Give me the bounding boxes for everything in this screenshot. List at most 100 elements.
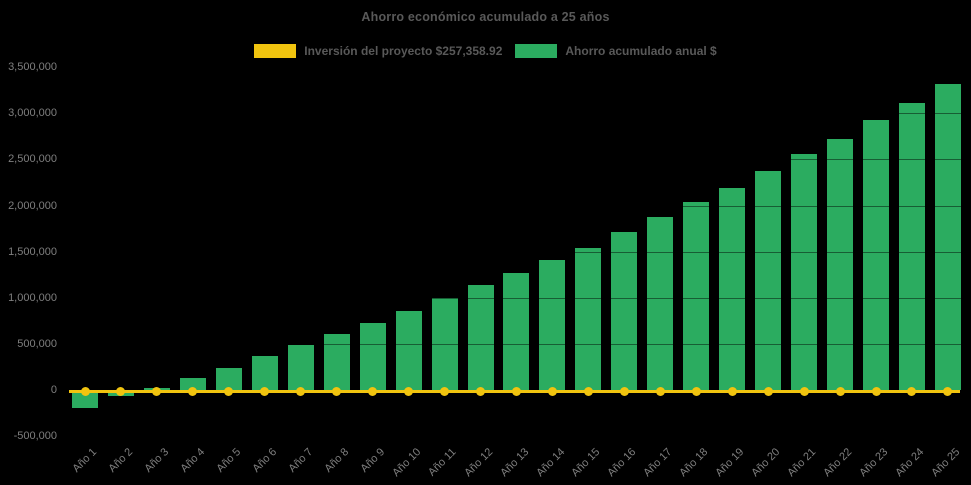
x-tick-label: Año 10 <box>389 446 424 480</box>
bar-año-6 <box>251 356 278 390</box>
bar-año-22 <box>827 138 854 390</box>
bar-año-23 <box>863 120 889 390</box>
investment-marker-dot <box>368 386 378 396</box>
bar-año-1 <box>72 390 98 408</box>
x-tick-label: Año 22 <box>821 446 855 480</box>
legend-label-savings: Ahorro acumulado anual $ <box>565 44 717 58</box>
investment-marker-dot <box>80 386 90 396</box>
bar-año-8 <box>323 333 350 390</box>
bar-año-25 <box>934 84 961 390</box>
bar-año-9 <box>359 323 386 390</box>
x-tick-label: Año 16 <box>605 446 639 480</box>
x-tick-label: Año 20 <box>749 446 783 480</box>
investment-marker-dot <box>296 386 306 396</box>
bar-año-13 <box>503 272 530 390</box>
investment-marker-dot <box>440 386 450 396</box>
legend-item-savings: Ahorro acumulado anual $ <box>515 44 717 58</box>
investment-marker-dot <box>583 386 593 396</box>
bar-año-24 <box>898 102 925 390</box>
x-tick-label: Año 19 <box>713 446 747 480</box>
investment-marker-dot <box>871 386 881 396</box>
investment-marker-dot <box>476 386 485 396</box>
y-tick-label: 0 <box>50 384 57 396</box>
y-tick-label: 2,500,000 <box>8 153 57 166</box>
x-tick-label: Año 14 <box>533 446 567 480</box>
bar-año-11 <box>431 297 458 390</box>
legend-item-investment: Inversión del proyecto $257,358.92 <box>254 44 502 58</box>
bar-año-7 <box>287 345 314 390</box>
x-tick-label: Año 23 <box>857 446 891 480</box>
investment-marker-dot <box>511 386 521 396</box>
gridline <box>62 205 966 207</box>
bar-año-21 <box>791 154 818 390</box>
x-tick-label: Año 12 <box>461 446 495 480</box>
investment-marker-dot <box>835 386 845 396</box>
gridline <box>62 159 966 161</box>
gridline <box>62 251 966 253</box>
investment-marker-dot <box>691 386 701 396</box>
investment-marker-dot <box>763 386 773 396</box>
y-tick-label: 500,000 <box>17 337 57 350</box>
y-tick-label: 1,500,000 <box>8 245 57 258</box>
gridline <box>62 297 966 299</box>
x-tick-label: Año 1 <box>70 446 100 475</box>
x-tick-label: Año 18 <box>677 446 711 480</box>
x-tick-label: Año 7 <box>286 446 316 475</box>
y-tick-label: -500,000 <box>13 430 57 443</box>
legend-swatch-savings <box>515 44 558 58</box>
investment-marker-dot <box>224 386 234 396</box>
x-tick-label: Año 11 <box>426 446 460 479</box>
investment-marker-dot <box>152 386 162 396</box>
investment-marker-dot <box>655 386 665 396</box>
bar-año-4 <box>179 378 206 390</box>
y-tick-label: 3,000,000 <box>8 107 57 120</box>
x-tick-label: Año 5 <box>214 446 244 475</box>
x-tick-label: Año 3 <box>142 446 172 475</box>
investment-marker-dot <box>332 386 342 396</box>
bar-año-5 <box>215 367 242 390</box>
x-tick-label: Año 9 <box>358 446 388 475</box>
gridline <box>62 436 966 438</box>
investment-marker-dot <box>619 386 629 396</box>
bar-año-20 <box>755 171 782 390</box>
x-tick-label: Año 13 <box>497 446 531 480</box>
gridline <box>62 113 966 115</box>
bar-año-18 <box>683 202 710 390</box>
x-tick-label: Año 4 <box>178 446 208 475</box>
legend-label-investment: Inversión del proyecto $257,358.92 <box>304 44 503 58</box>
investment-marker-dot <box>727 386 737 396</box>
bar-año-19 <box>719 187 746 390</box>
investment-marker-dot <box>799 386 809 396</box>
x-tick-label: Año 8 <box>322 446 352 475</box>
investment-marker-dot <box>116 386 126 396</box>
bar-año-12 <box>467 285 494 390</box>
x-tick-label: Año 6 <box>250 446 280 475</box>
x-tick-label: Año 17 <box>641 446 675 480</box>
x-tick-label: Año 24 <box>893 446 927 480</box>
gridline <box>62 67 966 69</box>
investment-marker-dot <box>404 386 414 396</box>
investment-marker-dot <box>943 386 953 396</box>
legend: Inversión del proyecto $257,358.92 Ahorr… <box>0 44 971 58</box>
x-tick-label: Año 21 <box>785 446 819 480</box>
x-tick-label: Año 25 <box>929 446 963 480</box>
y-tick-label: 3,500,000 <box>8 61 57 74</box>
bar-año-17 <box>647 217 674 390</box>
investment-marker-dot <box>260 386 270 396</box>
investment-marker-dot <box>188 386 198 396</box>
x-tick-label: Año 2 <box>106 446 136 475</box>
bar-año-10 <box>395 311 422 390</box>
bar-año-14 <box>539 260 566 390</box>
bar-año-16 <box>611 232 638 390</box>
chart-title: Ahorro económico acumulado a 25 años <box>361 10 610 24</box>
investment-marker-dot <box>907 386 917 396</box>
y-tick-label: 2,000,000 <box>8 199 57 212</box>
gridline <box>62 343 966 345</box>
legend-swatch-investment <box>254 44 297 58</box>
bar-año-15 <box>575 247 602 390</box>
x-tick-label: Año 15 <box>569 446 603 480</box>
y-tick-label: 1,000,000 <box>8 291 57 304</box>
investment-marker-dot <box>547 386 557 396</box>
